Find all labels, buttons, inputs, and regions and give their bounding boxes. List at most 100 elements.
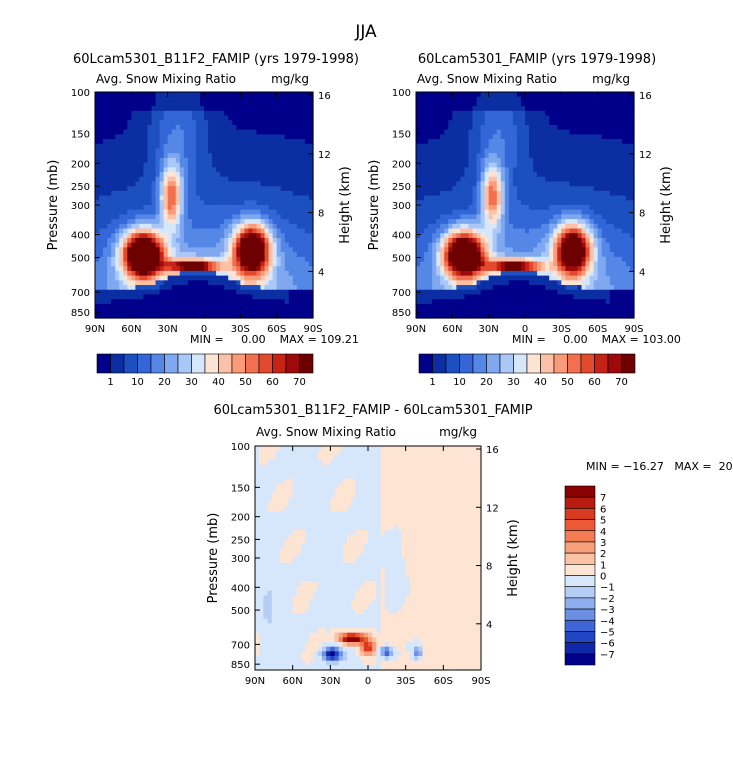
heatmap-cell bbox=[224, 153, 229, 159]
heatmap-cell bbox=[416, 228, 421, 234]
heatmap-cell bbox=[549, 200, 554, 206]
heatmap-cell bbox=[296, 303, 302, 310]
heatmap-cell bbox=[308, 275, 314, 281]
heatmap-cell bbox=[280, 228, 286, 234]
heatmap-cell bbox=[248, 148, 254, 154]
heatmap-cell bbox=[264, 256, 270, 263]
heatmap-cell bbox=[256, 256, 262, 263]
heatmap-cell bbox=[468, 134, 474, 140]
heatmap-cell bbox=[159, 200, 165, 206]
heatmap-cell bbox=[288, 134, 294, 140]
heatmap-cell bbox=[159, 186, 165, 192]
heatmap-cell bbox=[492, 139, 498, 145]
heatmap-cell bbox=[240, 247, 245, 253]
heatmap-cell bbox=[187, 223, 193, 230]
heatmap-cell bbox=[111, 209, 116, 216]
heatmap-cell bbox=[244, 266, 250, 272]
heatmap-cell bbox=[440, 289, 445, 296]
heatmap-cell bbox=[284, 167, 290, 173]
heatmap-cell bbox=[504, 247, 510, 253]
heatmap-cell bbox=[276, 289, 282, 296]
heatmap-cell bbox=[143, 96, 149, 103]
heatmap-cell bbox=[569, 209, 575, 216]
heatmap-cell bbox=[135, 115, 141, 121]
heatmap-cell bbox=[159, 115, 165, 121]
heatmap-cell bbox=[236, 200, 241, 206]
heatmap-cell bbox=[508, 129, 514, 135]
heatmap-cell bbox=[204, 129, 209, 135]
heatmap-cell bbox=[256, 139, 262, 145]
heatmap-cell bbox=[139, 200, 145, 206]
heatmap-cell bbox=[212, 285, 217, 291]
heatmap-cell bbox=[621, 157, 627, 164]
heatmap-cell bbox=[171, 101, 177, 107]
heatmap-cell bbox=[284, 120, 290, 126]
heatmap-cell bbox=[308, 101, 314, 107]
heatmap-cell bbox=[175, 92, 181, 98]
heatmap-cell bbox=[416, 92, 421, 98]
heatmap-cell bbox=[244, 242, 250, 248]
heatmap-cell bbox=[308, 143, 314, 150]
heatmap-cell bbox=[565, 106, 571, 112]
heatmap-cell bbox=[276, 129, 282, 135]
heatmap-cell bbox=[240, 270, 245, 277]
heatmap-cell bbox=[569, 101, 575, 107]
heatmap-cell bbox=[300, 313, 306, 319]
heatmap-cell bbox=[308, 148, 314, 154]
heatmap-cell bbox=[195, 252, 201, 258]
heatmap-cell bbox=[444, 247, 449, 253]
heatmap-cell bbox=[300, 195, 306, 201]
heatmap-cell bbox=[516, 237, 522, 244]
heatmap-cell bbox=[537, 115, 542, 121]
heatmap-cell bbox=[131, 124, 136, 131]
heatmap-cell bbox=[484, 237, 490, 244]
heatmap-cell bbox=[456, 252, 462, 258]
heatmap-cell bbox=[621, 266, 627, 272]
heatmap-cell bbox=[232, 172, 237, 178]
heatmap-cell bbox=[496, 101, 502, 107]
heatmap-cell bbox=[272, 289, 278, 296]
heatmap-cell bbox=[512, 124, 518, 131]
heatmap-cell bbox=[629, 252, 635, 258]
heatmap-cell bbox=[224, 200, 229, 206]
heatmap-cell bbox=[557, 110, 562, 117]
heatmap-cell bbox=[240, 223, 245, 230]
heatmap-cell bbox=[292, 252, 298, 258]
heatmap-cell bbox=[220, 92, 225, 98]
heatmap-cell bbox=[416, 247, 421, 253]
heatmap-cell bbox=[537, 237, 542, 244]
heatmap-cell bbox=[280, 148, 286, 154]
heatmap-cell bbox=[99, 223, 104, 230]
heatmap-cell bbox=[605, 237, 611, 244]
heatmap-cell bbox=[444, 223, 449, 230]
x-tick-label: 90N bbox=[85, 324, 105, 335]
heatmap-cell bbox=[492, 242, 498, 248]
heatmap-cell bbox=[553, 101, 558, 107]
heatmap-cell bbox=[212, 233, 217, 239]
heatmap-cell bbox=[240, 181, 245, 187]
heatmap-cell bbox=[597, 261, 603, 267]
heatmap-cell bbox=[545, 134, 550, 140]
heatmap-cell bbox=[456, 115, 462, 121]
heatmap-cell bbox=[545, 261, 550, 267]
heatmap-cell bbox=[296, 261, 302, 267]
heatmap-cell bbox=[601, 289, 607, 296]
heatmap-cell bbox=[601, 162, 607, 168]
heatmap-cell bbox=[424, 261, 429, 267]
heatmap-cell bbox=[204, 110, 209, 117]
heatmap-cell bbox=[232, 205, 237, 211]
heatmap-cell bbox=[444, 275, 449, 281]
heatmap-cell bbox=[472, 115, 478, 121]
heatmap-cell bbox=[436, 92, 441, 98]
heatmap-cell bbox=[240, 190, 245, 197]
heatmap-cell bbox=[601, 228, 607, 234]
heatmap-cell bbox=[187, 129, 193, 135]
heatmap-cell bbox=[284, 209, 290, 216]
heatmap-cell bbox=[147, 96, 153, 103]
heatmap-cell bbox=[159, 275, 165, 281]
heatmap-cell bbox=[288, 266, 294, 272]
heatmap-cell bbox=[143, 242, 149, 248]
heatmap-cell bbox=[609, 106, 615, 112]
heatmap-cell bbox=[272, 313, 278, 319]
heatmap-cell bbox=[512, 176, 518, 183]
